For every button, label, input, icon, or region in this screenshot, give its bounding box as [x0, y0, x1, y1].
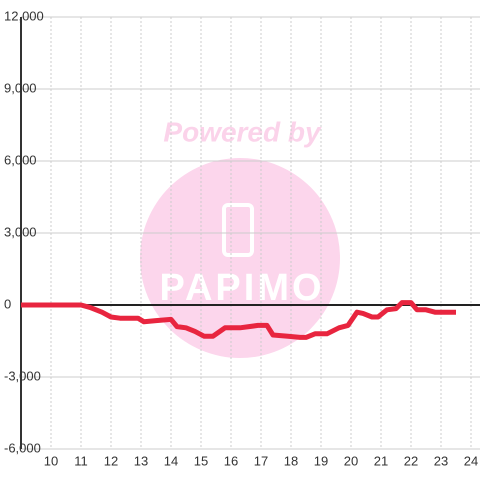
x-tick-label: 10 — [44, 453, 58, 468]
y-tick-label: -3,000 — [4, 368, 41, 383]
x-tick-label: 15 — [194, 453, 208, 468]
watermark: Powered by PAPIMO — [140, 116, 340, 358]
x-tick-label: 17 — [254, 453, 268, 468]
x-tick-label: 19 — [314, 453, 328, 468]
x-tick-label: 11 — [74, 453, 88, 468]
x-tick-label: 24 — [464, 453, 478, 468]
x-tick-label: 16 — [224, 453, 238, 468]
y-tick-label: 0 — [4, 296, 11, 311]
y-tick-label: 9,000 — [4, 80, 37, 95]
x-tick-label: 21 — [374, 453, 388, 468]
watermark-logo: PAPIMO — [159, 267, 324, 309]
x-tick-label: 23 — [434, 453, 448, 468]
watermark-icon — [222, 203, 254, 257]
x-tick-label: 12 — [104, 453, 118, 468]
y-tick-label: 12,000 — [4, 8, 44, 23]
x-tick-label: 20 — [344, 453, 358, 468]
x-tick-label: 18 — [284, 453, 298, 468]
watermark-circle — [140, 158, 340, 358]
x-tick-label: 13 — [134, 453, 148, 468]
y-tick-label: 6,000 — [4, 152, 37, 167]
y-tick-label: -6,000 — [4, 440, 41, 455]
data-line — [21, 300, 456, 340]
x-tick-label: 22 — [404, 453, 418, 468]
y-tick-label: 3,000 — [4, 224, 37, 239]
watermark-text: Powered by — [163, 116, 322, 147]
x-tick-label: 14 — [164, 453, 178, 468]
